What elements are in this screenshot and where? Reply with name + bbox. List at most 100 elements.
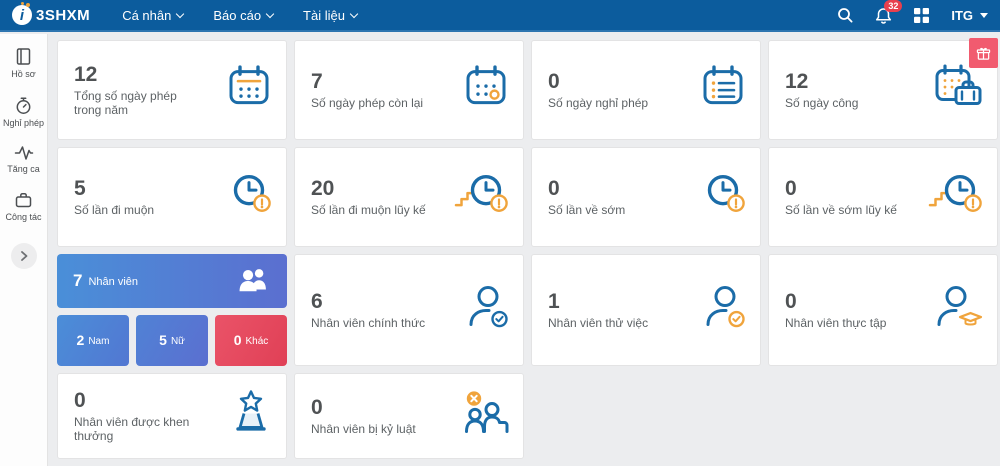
employee-male-card: 2 Nam [57, 314, 129, 366]
calendar-bag-icon [933, 64, 983, 113]
menu-item-ca-nhan[interactable]: Cá nhân [122, 7, 185, 23]
stat-value: 0 [548, 176, 560, 200]
person-check-orange-icon [702, 284, 746, 333]
people-icon [237, 265, 271, 296]
chevron-down-icon [980, 12, 988, 18]
sidebar: Hồ sơ Nghỉ phép Tăng ca Công tác [0, 34, 48, 466]
app-logo[interactable]: i 3SHXM [12, 2, 91, 25]
stat-value: 12 [785, 69, 809, 93]
stat-value: 0 [311, 395, 323, 419]
female-count: 5 [159, 332, 167, 349]
sidebar-expand-button[interactable] [10, 243, 37, 269]
menu-item-bao-cao[interactable]: Báo cáo [213, 7, 275, 23]
clock-alert-steps-icon [454, 172, 509, 218]
employee-total-card: 7 Nhân viên [57, 254, 287, 308]
stat-card-nv-thu-viec: 1 Nhân viên thử việc [531, 254, 761, 366]
stat-label: Tổng số ngày phép trong năm [74, 89, 177, 118]
chevron-down-icon [265, 9, 275, 18]
stat-label: Số ngày công [785, 96, 859, 111]
sidebar-item-label: Nghỉ phép [2, 118, 45, 128]
gift-button[interactable] [969, 38, 998, 68]
menu-item-tai-lieu[interactable]: Tài liệu [303, 8, 359, 23]
stat-value: 0 [548, 69, 560, 93]
notification-badge: 32 [884, 0, 903, 13]
stat-card-ngay-nghi-phep: 0 Số ngày nghỉ phép [531, 40, 761, 140]
stat-card-ve-som: 0 Số lần về sớm [531, 147, 761, 247]
gift-icon [976, 47, 991, 60]
dashboard-content: 12 Tổng số ngày phép trong năm 7 Số ngày… [48, 34, 1000, 466]
menu-item-label: Cá nhân [122, 7, 172, 23]
male-count: 2 [76, 332, 85, 349]
stat-card-ky-luat: 0 Nhân viên bị kỷ luật [294, 373, 524, 459]
stopwatch-icon [16, 97, 31, 114]
stat-value: 0 [785, 289, 797, 313]
female-label: Nữ [170, 335, 185, 347]
app-logo-icon: i [12, 2, 32, 25]
stat-value: 6 [311, 289, 323, 313]
stat-value: 12 [74, 62, 98, 86]
person-graduate-icon [933, 284, 983, 333]
bell-icon[interactable]: 32 [875, 0, 903, 24]
other-count: 0 [233, 332, 242, 349]
stat-label: Số ngày nghỉ phép [548, 96, 649, 111]
topbar: i 3SHXM Cá nhân Báo cáo Tài liệu 32 [0, 0, 1000, 32]
stat-card-nv-thuc-tap: 0 Nhân viên thực tập [768, 254, 998, 366]
stat-label: Nhân viên thử việc [548, 316, 649, 331]
clock-alert-icon [705, 172, 746, 218]
sidebar-item-label: Công tác [5, 212, 42, 222]
document-icon [16, 48, 31, 65]
briefcase-icon [15, 192, 32, 208]
employee-other-card: 0 Khác [215, 314, 287, 366]
stat-value: 1 [548, 289, 560, 313]
sidebar-item-ho-so[interactable]: Hồ sơ [0, 47, 47, 79]
stat-card-ve-som-luy-ke: 0 Số lần về sớm lũy kế [768, 147, 998, 247]
stat-value: 5 [74, 176, 86, 200]
clock-alert-icon [231, 172, 272, 218]
stat-card-nv-chinh-thuc: 6 Nhân viên chính thức [294, 254, 524, 366]
employee-total-value: 7 [73, 270, 83, 290]
clock-alert-steps-icon [928, 172, 983, 218]
apps-grid-icon[interactable] [914, 7, 930, 23]
stat-label: Số lần về sớm [548, 203, 626, 218]
calendar-dot-icon [463, 65, 509, 112]
sidebar-item-nghi-phep[interactable]: Nghỉ phép [0, 96, 47, 128]
stat-card-ngay-phep-con-lai: 7 Số ngày phép còn lại [294, 40, 524, 140]
main-menu: Cá nhân Báo cáo Tài liệu [122, 7, 359, 23]
other-label: Khác [245, 335, 269, 347]
stat-value: 0 [74, 388, 86, 412]
male-label: Nam [88, 335, 110, 347]
sidebar-item-tang-ca[interactable]: Tăng ca [0, 145, 47, 174]
activity-icon [14, 146, 33, 160]
employee-total-label: Nhân viên [88, 276, 139, 289]
user-label: ITG [951, 7, 973, 23]
stat-value: 7 [311, 69, 323, 93]
stats-grid: 12 Tổng số ngày phép trong năm 7 Số ngày… [57, 40, 998, 459]
chevron-down-icon [349, 9, 359, 18]
stat-label: Số lần đi muộn [74, 203, 155, 218]
stat-label: Nhân viên được khen thưởng [74, 415, 190, 444]
stat-label: Nhân viên chính thức [311, 316, 426, 331]
people-x-icon [461, 390, 509, 439]
chevron-right-icon [20, 251, 27, 261]
sidebar-item-cong-tac[interactable]: Công tác [0, 191, 47, 222]
app-logo-text: 3SHXM [36, 6, 91, 24]
employee-female-card: 5 Nữ [136, 314, 208, 366]
stat-value: 20 [311, 176, 335, 200]
sidebar-item-label: Hồ sơ [11, 69, 36, 79]
stat-label: Số lần về sớm lũy kế [785, 203, 897, 218]
stat-label: Số lần đi muộn lũy kế [311, 203, 426, 218]
calendar-list-icon [700, 65, 746, 112]
user-menu[interactable]: ITG [951, 8, 988, 23]
stat-label: Số ngày phép còn lại [311, 96, 424, 111]
stat-card-tong-ngay-phep: 12 Tổng số ngày phép trong năm [57, 40, 287, 140]
calendar-underline-icon [226, 65, 272, 112]
menu-item-label: Báo cáo [213, 7, 262, 23]
sidebar-item-label: Tăng ca [7, 164, 40, 174]
search-icon[interactable] [837, 7, 853, 23]
stat-value: 0 [785, 176, 797, 200]
person-check-blue-icon [465, 284, 509, 333]
stat-card-di-muon-luy-ke: 20 Số lần đi muộn lũy kế [294, 147, 524, 247]
stat-card-di-muon: 5 Số lần đi muộn [57, 147, 287, 247]
chevron-down-icon [176, 9, 185, 18]
stat-label: Nhân viên thực tập [785, 316, 887, 331]
